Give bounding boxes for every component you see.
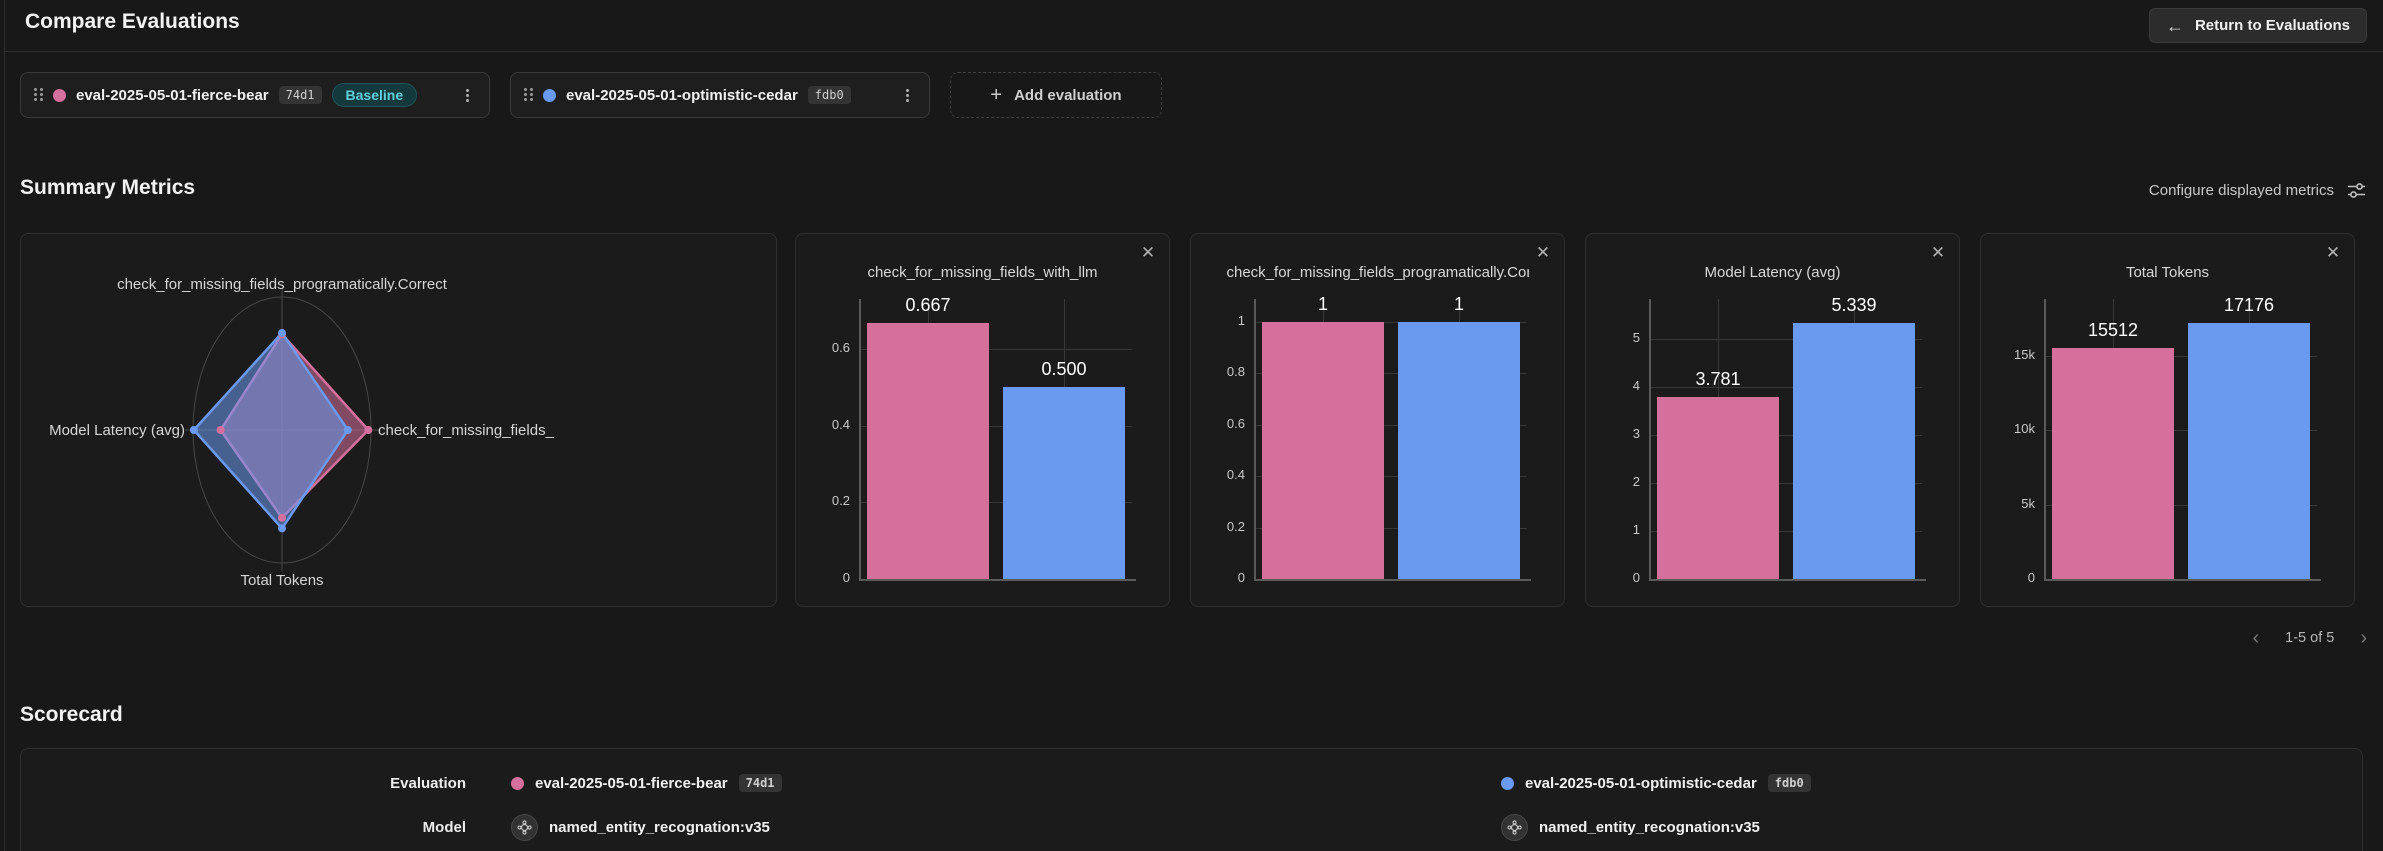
evaluation-name: eval-2025-05-01-fierce-bear bbox=[535, 774, 728, 792]
evaluation-name: eval-2025-05-01-fierce-bear bbox=[76, 86, 269, 104]
evaluation-id-badge: 74d1 bbox=[738, 774, 782, 792]
chevron-right-icon[interactable]: › bbox=[2360, 627, 2367, 649]
sliders-icon bbox=[2348, 183, 2365, 198]
radar-axis-label-left: Model Latency (avg) bbox=[49, 422, 185, 439]
configure-label: Configure displayed metrics bbox=[2148, 182, 2334, 199]
close-icon[interactable]: ✕ bbox=[1927, 242, 1949, 264]
bar-chart: 0 0.2 0.4 0.6 0.667 0.500 bbox=[796, 234, 1169, 606]
kebab-menu-icon[interactable] bbox=[458, 86, 476, 104]
plus-icon: + bbox=[990, 84, 1003, 106]
page-title: Compare Evaluations bbox=[25, 10, 240, 33]
kebab-menu-icon[interactable] bbox=[898, 86, 916, 104]
bar-chart: 0 5k 10k 15k 15512 17176 bbox=[1981, 234, 2354, 606]
evaluation-chip-comparison[interactable]: eval-2025-05-01-optimistic-cedar fdb0 bbox=[510, 72, 930, 118]
model-icon bbox=[511, 813, 538, 841]
add-evaluation-label: Add evaluation bbox=[1014, 86, 1122, 104]
metrics-pagination: ‹ 1-5 of 5 › bbox=[2252, 628, 2367, 648]
metric-card: ✕ check_for_missing_fields_programatical… bbox=[1190, 233, 1565, 607]
model-icon bbox=[1501, 813, 1528, 841]
scorecard-row-evaluation: Evaluation eval-2025-05-01-fierce-bear 7… bbox=[21, 761, 2362, 805]
metric-card: ✕ Model Latency (avg) 0 1 2 3 4 5 3.781 5.339 bbox=[1585, 233, 1960, 607]
close-icon[interactable]: ✕ bbox=[1137, 242, 1159, 264]
chevron-left-icon[interactable]: ‹ bbox=[2252, 627, 2260, 649]
scorecard-card: Evaluation eval-2025-05-01-fierce-bear 7… bbox=[20, 748, 2363, 851]
evaluation-id-badge: 74d1 bbox=[278, 86, 322, 104]
page-left-border bbox=[4, 0, 5, 851]
scorecard-row-label: Model bbox=[422, 818, 466, 836]
evaluation-color-dot bbox=[1501, 776, 1514, 790]
baseline-badge: Baseline bbox=[331, 83, 418, 107]
close-icon[interactable]: ✕ bbox=[1532, 242, 1554, 264]
model-name: named_entity_recognation:v35 bbox=[549, 818, 770, 836]
radar-chart bbox=[21, 234, 776, 606]
metric-card-title: check_for_missing_fields_with_llm bbox=[867, 264, 1098, 281]
app-header: Compare Evaluations ← Return to Evaluati… bbox=[5, 0, 2383, 52]
evaluation-name: eval-2025-05-01-optimistic-cedar bbox=[1525, 774, 1757, 792]
metric-card-title: Total Tokens bbox=[2125, 264, 2210, 281]
metric-card: ✕ Total Tokens 0 5k 10k 15k 15512 17176 bbox=[1980, 233, 2355, 607]
evaluation-chip-baseline[interactable]: eval-2025-05-01-fierce-bear 74d1 Baselin… bbox=[20, 72, 490, 118]
radar-axis-label-top: check_for_missing_fields_programatically… bbox=[117, 276, 447, 293]
evaluation-id-badge: fdb0 bbox=[807, 86, 851, 104]
metric-card: ✕ check_for_missing_fields_with_llm 0 0.2… bbox=[795, 233, 1170, 607]
bar-chart: 0 0.2 0.4 0.6 0.8 1 1 1 bbox=[1191, 234, 1564, 606]
radar-axis-label-bottom: Total Tokens bbox=[240, 572, 324, 589]
model-name: named_entity_recognation:v35 bbox=[1539, 818, 1760, 836]
drag-handle-icon[interactable] bbox=[524, 88, 533, 102]
scorecard-row-model: Model named_entity_recognation:v35 bbox=[21, 805, 2362, 849]
return-to-evaluations-button[interactable]: ← Return to Evaluations bbox=[2148, 8, 2367, 43]
return-button-label: Return to Evaluations bbox=[2194, 17, 2350, 34]
pagination-range: 1-5 of 5 bbox=[2285, 630, 2335, 646]
bar-chart: 0 1 2 3 4 5 3.781 5.339 bbox=[1586, 234, 1959, 606]
add-evaluation-button[interactable]: + Add evaluation bbox=[950, 72, 1162, 118]
scorecard-evaluation-baseline: eval-2025-05-01-fierce-bear 74d1 bbox=[466, 774, 1456, 792]
radar-chart-card: check_for_missing_fields_programatically… bbox=[20, 233, 777, 607]
metric-card-title: check_for_missing_fields_programatically… bbox=[1226, 264, 1529, 281]
scorecard-model-comparison: named_entity_recognation:v35 bbox=[1456, 813, 2362, 841]
evaluation-color-dot bbox=[53, 88, 66, 102]
summary-metrics-title: Summary Metrics bbox=[20, 176, 196, 199]
scorecard-row-label: Evaluation bbox=[390, 774, 466, 792]
scorecard-title: Scorecard bbox=[20, 703, 123, 726]
evaluation-color-dot bbox=[543, 88, 556, 102]
radar-axis-label-right: check_for_missing_fields_ bbox=[378, 422, 554, 439]
scorecard-evaluation-comparison: eval-2025-05-01-optimistic-cedar fdb0 bbox=[1456, 774, 2362, 792]
scorecard-model-baseline: named_entity_recognation:v35 bbox=[466, 813, 1456, 841]
evaluation-id-badge: fdb0 bbox=[1767, 774, 1811, 792]
drag-handle-icon[interactable] bbox=[34, 88, 43, 102]
evaluation-color-dot bbox=[511, 776, 524, 790]
evaluation-name: eval-2025-05-01-optimistic-cedar bbox=[566, 86, 798, 104]
configure-displayed-metrics-button[interactable]: Configure displayed metrics bbox=[2149, 182, 2367, 199]
metric-card-title: Model Latency (avg) bbox=[1704, 264, 1841, 281]
arrow-left-icon: ← bbox=[2165, 15, 2184, 36]
close-icon[interactable]: ✕ bbox=[2322, 242, 2344, 264]
